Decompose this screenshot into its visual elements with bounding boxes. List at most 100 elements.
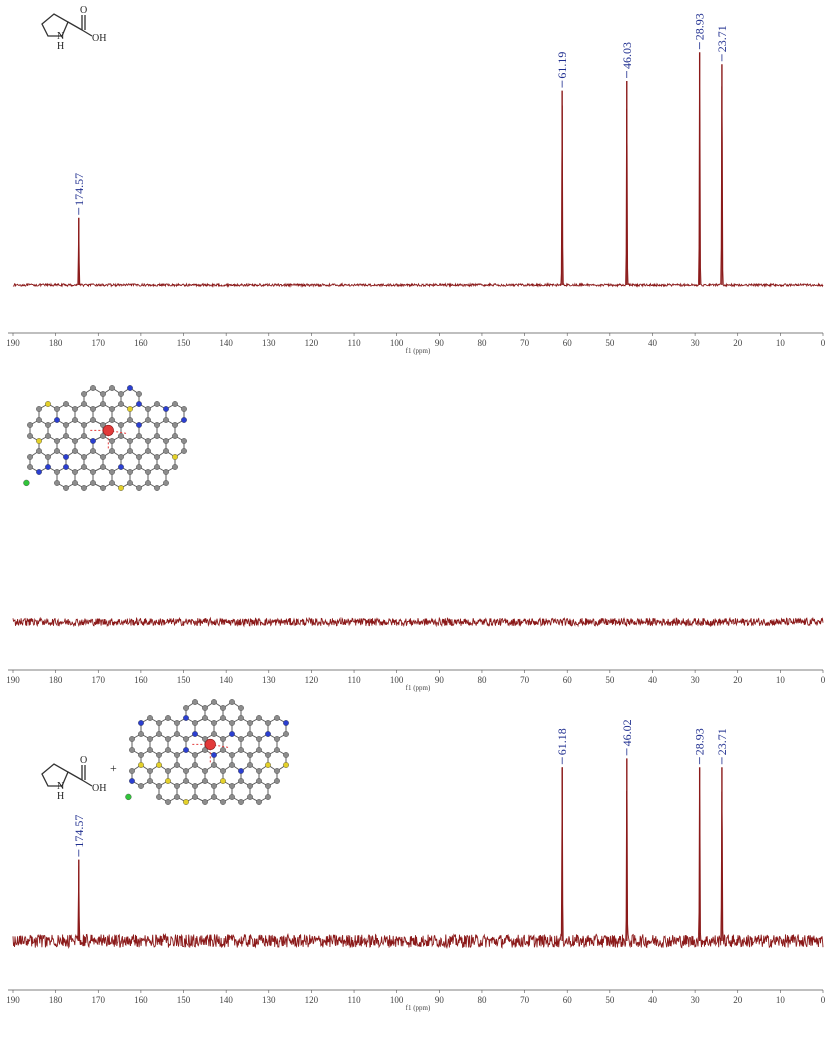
x-tick-label: 190 xyxy=(6,675,20,685)
catalyst-carbon-atom xyxy=(129,736,135,742)
catalyst-carbon-atom xyxy=(147,747,153,753)
peak-label: 61.18 xyxy=(555,728,569,755)
catalyst-carbon-atom xyxy=(109,438,115,444)
catalyst-nitrogen-atom xyxy=(183,715,189,721)
catalyst-carbon-atom xyxy=(109,385,115,391)
catalyst-carbon-atom xyxy=(100,464,106,470)
catalyst-carbon-atom xyxy=(138,783,144,789)
proline-h-label: H xyxy=(57,791,64,802)
catalyst-carbon-atom xyxy=(247,794,253,800)
catalyst-carbon-atom xyxy=(100,454,106,460)
catalyst-carbon-atom xyxy=(247,783,253,789)
x-tick-label: 180 xyxy=(49,675,63,685)
catalyst-carbon-atom xyxy=(145,469,151,475)
spectrum-trace-1 xyxy=(12,82,824,288)
catalyst-carbon-atom xyxy=(156,731,162,737)
x-tick-label: 10 xyxy=(776,995,786,1005)
catalyst-carbon-atom xyxy=(54,480,60,486)
x-tick-label: 50 xyxy=(605,995,615,1005)
catalyst-nitrogen-atom xyxy=(36,469,42,475)
catalyst-carbon-atom xyxy=(229,783,235,789)
proline-n-label: N xyxy=(57,781,64,792)
catalyst-nitrogen-atom xyxy=(181,417,187,423)
catalyst-carbon-atom xyxy=(238,705,244,711)
catalyst-sulfur-atom xyxy=(36,438,42,444)
catalyst-carbon-atom xyxy=(202,715,208,721)
x-tick-label: 100 xyxy=(390,338,404,348)
x-tick-label: 40 xyxy=(648,338,658,348)
catalyst-nitrogen-atom xyxy=(54,417,60,423)
peak-label: 23.71 xyxy=(715,25,729,52)
catalyst-carbon-atom xyxy=(174,783,180,789)
x-tick-label: 0 xyxy=(821,338,825,348)
catalyst-carbon-atom xyxy=(136,391,142,397)
catalyst-carbon-atom xyxy=(174,720,180,726)
x-tick-label: 130 xyxy=(262,995,276,1005)
catalyst-carbon-atom xyxy=(127,480,133,486)
peak-label: 174.57 xyxy=(72,173,86,206)
catalyst-carbon-atom xyxy=(165,736,171,742)
x-tick-label: 170 xyxy=(92,995,106,1005)
catalyst-nitrogen-atom xyxy=(63,464,69,470)
catalyst-carbon-atom xyxy=(54,406,60,412)
x-tick-label: 130 xyxy=(262,338,276,348)
catalyst-nitrogen-atom xyxy=(127,385,133,391)
x-tick-label: 160 xyxy=(134,675,148,685)
catalyst-carbon-atom xyxy=(238,799,244,805)
catalyst-nitrogen-atom xyxy=(238,768,244,774)
catalyst-carbon-atom xyxy=(192,752,198,758)
catalyst-carbon-atom xyxy=(181,448,187,454)
catalyst-carbon-atom xyxy=(247,720,253,726)
x-axis-label: f1 (ppm) xyxy=(406,684,431,692)
x-tick-label: 180 xyxy=(49,338,63,348)
x-tick-label: 110 xyxy=(347,995,361,1005)
catalyst-carbon-atom xyxy=(220,747,226,753)
x-tick-label: 160 xyxy=(134,338,148,348)
catalyst-nitrogen-atom xyxy=(265,731,271,737)
catalyst-carbon-atom xyxy=(109,417,115,423)
catalyst-carbon-atom xyxy=(118,454,124,460)
catalyst-carbon-atom xyxy=(229,720,235,726)
catalyst-carbon-atom xyxy=(192,720,198,726)
catalyst-carbon-atom xyxy=(45,433,51,439)
catalyst-nitrogen-atom xyxy=(283,720,289,726)
catalyst-carbon-atom xyxy=(27,454,33,460)
catalyst-bonds xyxy=(131,701,287,803)
catalyst-carbon-atom xyxy=(81,433,87,439)
catalyst-carbon-atom xyxy=(220,715,226,721)
catalyst-carbon-atom xyxy=(154,454,160,460)
catalyst-carbon-atom xyxy=(145,417,151,423)
catalyst-carbon-atom xyxy=(147,778,153,784)
catalyst-carbon-atom xyxy=(220,705,226,711)
catalyst-carbon-atom xyxy=(174,752,180,758)
catalyst-carbon-atom xyxy=(265,752,271,758)
structure-inset-2 xyxy=(23,385,187,491)
catalyst-coordination-bond xyxy=(108,429,128,435)
x-tick-label: 50 xyxy=(605,675,615,685)
x-tick-label: 120 xyxy=(305,995,319,1005)
catalyst-carbon-atom xyxy=(127,417,133,423)
catalyst-carbon-atom xyxy=(54,438,60,444)
catalyst-carbon-atom xyxy=(27,464,33,470)
catalyst-sulfur-atom xyxy=(165,778,171,784)
x-tick-label: 130 xyxy=(262,675,276,685)
spectrum-panel-2: 190 180 170 160 150 140 130 120 110 100 90 80 70 60 50… xyxy=(0,350,825,702)
catalyst-carbon-atom xyxy=(136,433,142,439)
catalyst-carbon-atom xyxy=(274,768,280,774)
catalyst-carbon-atom xyxy=(229,752,235,758)
catalyst-nitrogen-atom xyxy=(118,464,124,470)
catalyst-carbon-atom xyxy=(118,401,124,407)
catalyst-carbon-atom xyxy=(181,438,187,444)
x-tick-label: 30 xyxy=(691,995,701,1005)
catalyst-carbon-atom xyxy=(211,794,217,800)
x-tick-label: 140 xyxy=(219,995,233,1005)
catalyst-carbon-atom xyxy=(274,715,280,721)
catalyst-carbon-atom xyxy=(156,720,162,726)
catalyst-carbon-atom xyxy=(202,799,208,805)
catalyst-carbon-atom xyxy=(72,480,78,486)
catalyst-carbon-atom xyxy=(63,422,69,428)
catalyst-carbon-atom xyxy=(100,433,106,439)
catalyst-carbon-atom xyxy=(145,406,151,412)
catalyst-carbon-atom xyxy=(90,385,96,391)
spectrum-chart-1: O OH NH 174.57 61.19 46.03 28.93 23.71 190 180 170… xyxy=(6,5,825,355)
